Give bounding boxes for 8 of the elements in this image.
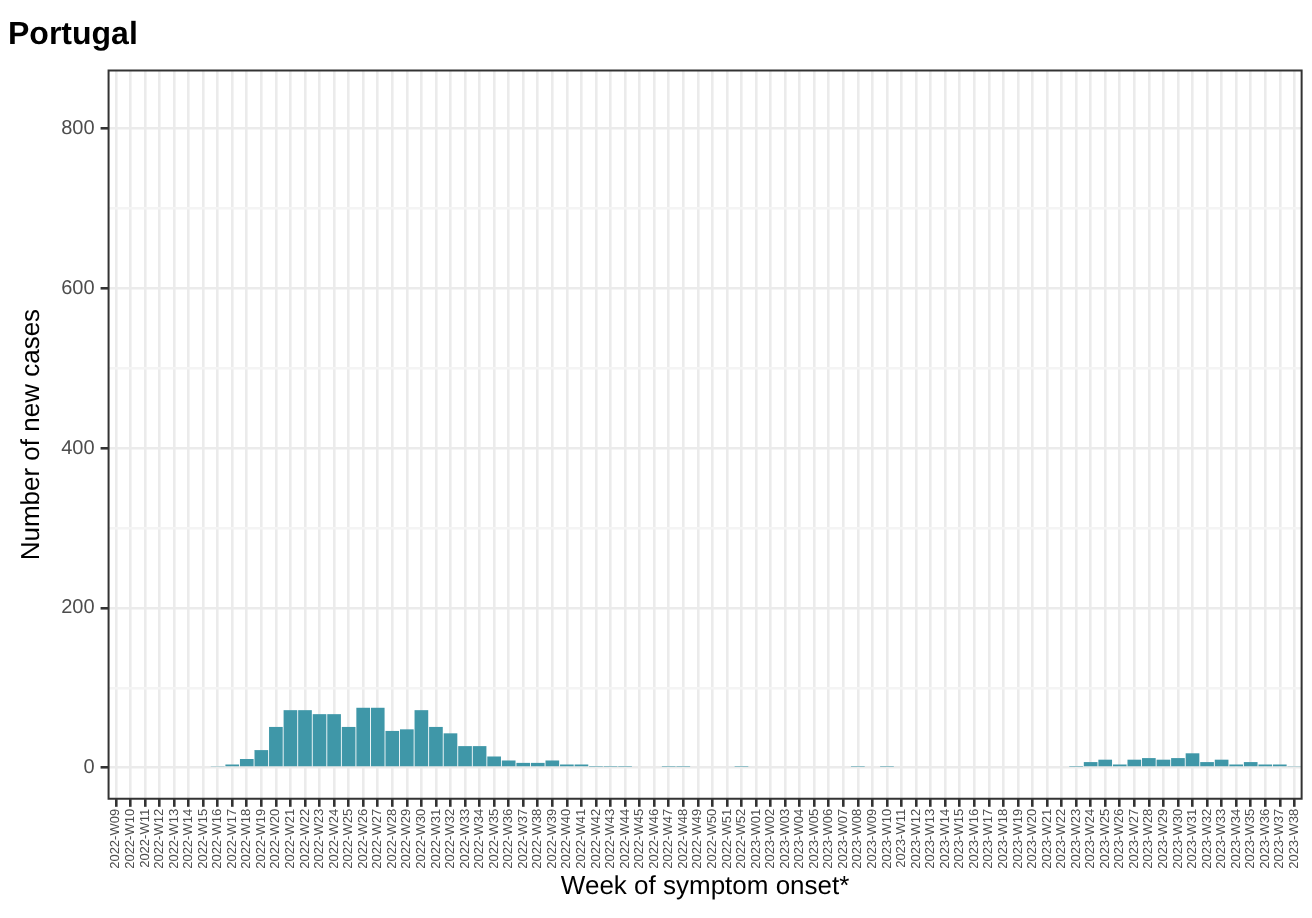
x-axis-title: Week of symptom onset* xyxy=(560,869,850,900)
y-axis-title: Number of new cases xyxy=(14,307,45,561)
y-tick-label: 800 xyxy=(61,118,96,141)
y-tick-label: 200 xyxy=(61,597,96,620)
y-tick-label: 0 xyxy=(83,757,96,780)
y-tick-label: 400 xyxy=(61,437,96,460)
chart-title: Portugal xyxy=(8,18,138,53)
y-tick-label: 600 xyxy=(61,277,96,300)
